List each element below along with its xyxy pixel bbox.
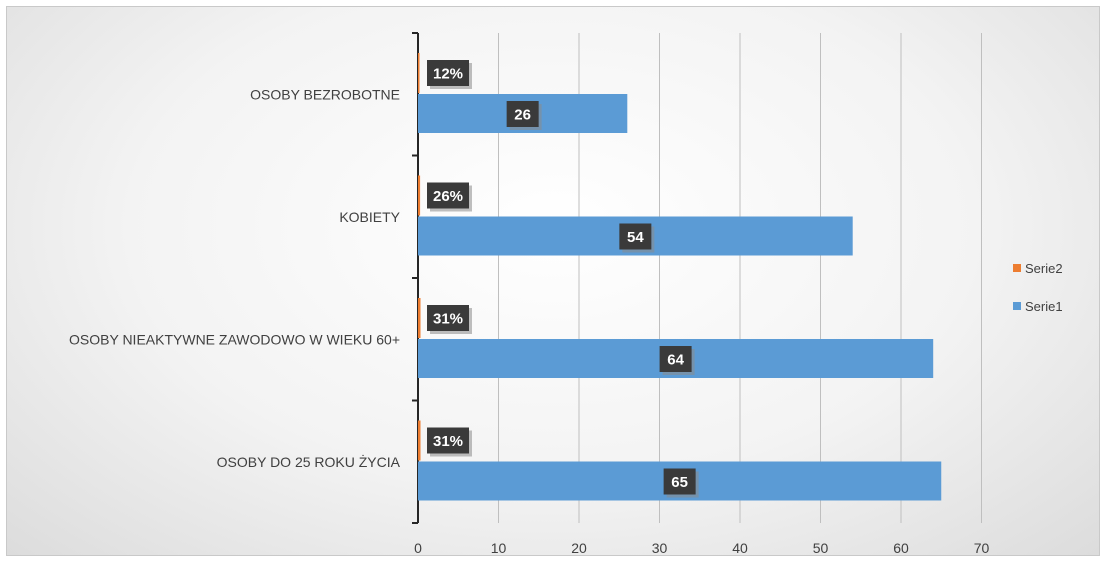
data-label-box <box>619 223 652 250</box>
bar-serie2 <box>418 420 421 461</box>
data-label-box <box>427 60 469 86</box>
data-label-box <box>506 101 539 127</box>
data-label-box <box>659 346 692 372</box>
data-label-box <box>427 182 469 209</box>
data-label: 26 <box>514 107 531 124</box>
data-label: 12% <box>433 66 463 83</box>
legend-swatch <box>1013 264 1021 272</box>
data-label-box <box>427 427 469 454</box>
bar-serie2 <box>418 175 421 216</box>
legend-label: Serie2 <box>1025 261 1063 276</box>
legend-swatch <box>1013 302 1021 310</box>
legend-label: Serie1 <box>1025 299 1063 314</box>
data-label-box <box>427 305 469 331</box>
x-tick-label: 70 <box>974 540 990 556</box>
category-label: OSOBY BEZROBOTNE <box>250 86 400 102</box>
data-label: 54 <box>627 229 644 246</box>
x-tick-label: 10 <box>491 540 507 556</box>
data-label: 64 <box>667 352 684 369</box>
data-label: 65 <box>671 474 688 491</box>
category-label: OSOBY DO 25 ROKU ŻYCIA <box>217 453 401 470</box>
bar-serie2 <box>418 53 420 93</box>
x-tick-label: 20 <box>571 540 587 556</box>
x-tick-label: 50 <box>813 540 829 556</box>
x-tick-label: 0 <box>414 540 422 556</box>
x-tick-label: 60 <box>893 540 909 556</box>
data-label: 31% <box>433 433 463 450</box>
data-label-box <box>663 468 696 495</box>
x-tick-label: 40 <box>732 540 748 556</box>
data-label: 26% <box>433 188 463 205</box>
category-label: OSOBY NIEAKTYWNE ZAWODOWO W WIEKU 60+ <box>69 331 400 347</box>
category-label: KOBIETY <box>339 209 400 225</box>
bar-serie2 <box>418 298 421 338</box>
x-tick-label: 30 <box>652 540 668 556</box>
data-label: 31% <box>433 311 463 328</box>
